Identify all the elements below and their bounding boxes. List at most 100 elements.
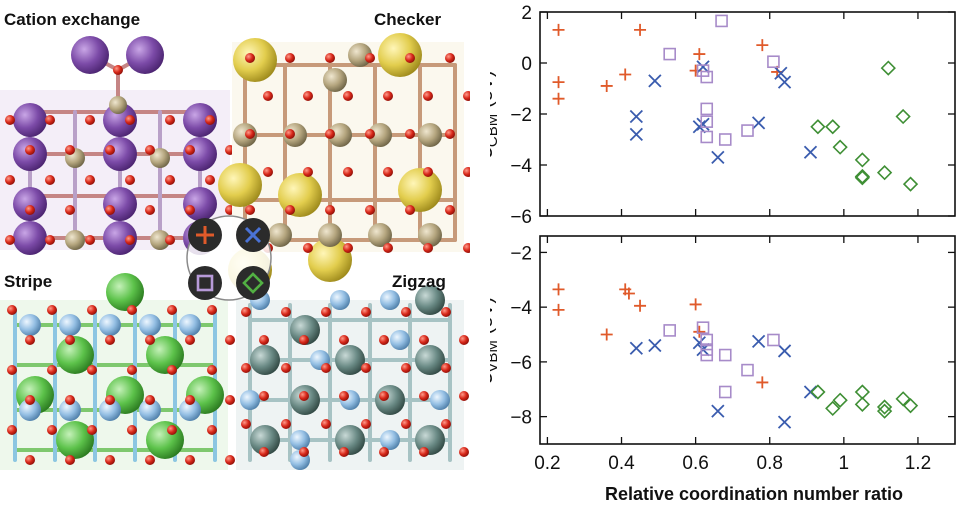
oxygen-atom (145, 335, 155, 345)
blue-atom (139, 314, 161, 336)
blue-atom (179, 314, 201, 336)
diamond-marker (895, 108, 911, 125)
oxygen-atom (113, 65, 123, 75)
yellow-atom (398, 168, 442, 212)
oxygen-atom (85, 235, 95, 245)
cation-atom (183, 187, 217, 221)
oxygen-atom (361, 419, 371, 429)
cross-marker (629, 127, 643, 142)
diamond-marker (854, 384, 870, 400)
cross-marker (648, 338, 662, 353)
oxygen-atom (445, 205, 455, 215)
x-axis-label: Relative coordination number ratio (605, 484, 903, 504)
blue-atom (330, 290, 350, 310)
diamond-marker (854, 396, 870, 412)
cross-marker (711, 404, 725, 418)
plus-marker (693, 48, 706, 61)
oxygen-atom (105, 145, 115, 155)
oxygen-atom (85, 115, 95, 125)
zigzag-label: Zigzag (392, 272, 446, 291)
y-tick-label: −6 (510, 207, 532, 228)
oxygen-atom (225, 395, 235, 405)
cross-marker (692, 336, 706, 350)
plus-marker (600, 79, 613, 92)
square-marker (718, 133, 732, 146)
oxygen-atom (7, 305, 17, 315)
oxygen-atom (405, 53, 415, 63)
diamond-marker (876, 399, 893, 415)
cross-marker (751, 116, 766, 130)
symbol-legend (186, 215, 272, 301)
oxygen-atom (379, 335, 389, 345)
cation-atom (13, 221, 47, 255)
cation-atom (126, 36, 164, 74)
blue-atom (290, 430, 310, 450)
blue-atom (139, 399, 161, 421)
y-tick-label: −4 (510, 298, 532, 319)
oxygen-atom (463, 167, 470, 177)
square-marker (696, 321, 710, 334)
oxygen-atom (87, 305, 97, 315)
oxygen-atom (145, 145, 155, 155)
oxygen-atom (299, 335, 309, 345)
cross-marker (696, 117, 710, 131)
plus-marker (756, 39, 769, 52)
green-atom (56, 336, 94, 374)
oxygen-atom (281, 419, 291, 429)
plus-marker (552, 92, 565, 105)
oxygen-atom (5, 235, 15, 245)
cross-marker (711, 150, 725, 164)
oxygen-atom (45, 115, 55, 125)
oxygen-atom (165, 175, 175, 185)
yellow-atom (233, 38, 277, 82)
yellow-atom (378, 33, 422, 77)
checker-label: Checker (374, 10, 442, 29)
blue-atom (99, 314, 121, 336)
oxygen-atom (339, 335, 349, 345)
oxygen-atom (105, 395, 115, 405)
oxygen-atom (207, 425, 217, 435)
y-tick-label: −8 (510, 408, 532, 429)
tan-atom (283, 123, 307, 147)
vbm-plot: −2 −4 −6 −8 0.2 0.4 0.6 0.8 1 1.2 εVBM (eV) (490, 235, 956, 474)
oxygen-atom (419, 391, 429, 401)
oxygen-atom (419, 447, 429, 457)
legend-diamond-icon (236, 266, 270, 300)
green-atom (56, 421, 94, 459)
oxygen-atom (7, 365, 17, 375)
oxygen-atom (339, 391, 349, 401)
slate-atom (290, 315, 320, 345)
oxygen-atom (419, 335, 429, 345)
oxygen-atom (125, 235, 135, 245)
oxygen-atom (263, 91, 273, 101)
oxygen-atom (185, 395, 195, 405)
cross-marker (777, 75, 792, 89)
metal-atom (150, 148, 170, 168)
oxygen-atom (325, 129, 335, 139)
blue-atom (430, 390, 450, 410)
cation-atom (183, 103, 217, 137)
oxygen-atom (87, 425, 97, 435)
green-atom (106, 273, 144, 311)
diamond-marker (832, 139, 848, 155)
panel-bg (232, 42, 464, 252)
metal-atom (109, 96, 127, 114)
diamond-marker (810, 384, 826, 400)
plus-marker (634, 23, 647, 36)
oxygen-atom (245, 205, 255, 215)
square-marker (700, 70, 714, 84)
oxygen-atom (47, 305, 57, 315)
oxygen-atom (205, 115, 215, 125)
tan-atom (418, 123, 442, 147)
oxygen-atom (325, 205, 335, 215)
oxygen-atom (401, 307, 411, 317)
oxygen-atom (285, 205, 295, 215)
oxygen-atom (259, 335, 269, 345)
oxygen-atom (5, 175, 15, 185)
tan-atom (233, 123, 257, 147)
oxygen-atom (285, 53, 295, 63)
cation-atom (13, 103, 47, 137)
oxygen-atom (423, 91, 433, 101)
oxygen-atom (441, 419, 451, 429)
oxygen-atom (185, 145, 195, 155)
